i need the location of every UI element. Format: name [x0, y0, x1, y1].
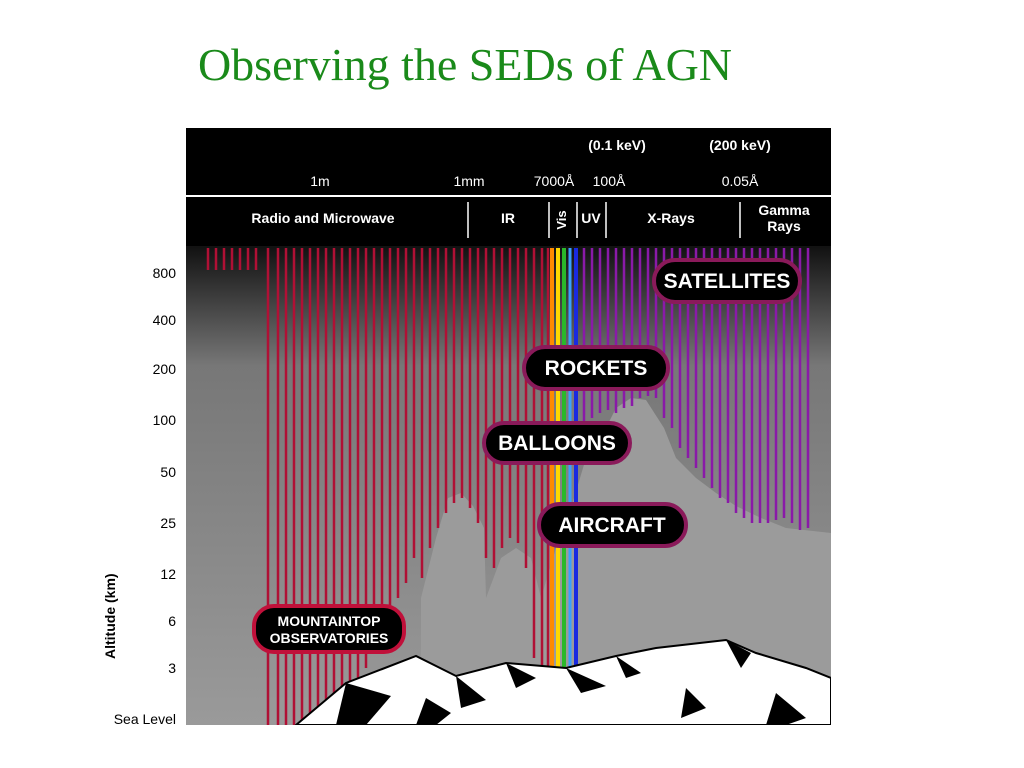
mountain-shadow	[566, 668, 606, 693]
altitude-tick-6: 6	[168, 613, 176, 629]
band-xrays: X-Rays	[647, 210, 695, 226]
balloons-label: BALLOONS	[482, 421, 632, 465]
mountain-shadow	[336, 683, 391, 725]
mountain-shadow	[506, 663, 536, 688]
altitude-tick-sea-level: Sea Level	[113, 711, 176, 727]
wavelength-1m: 1m	[310, 173, 329, 189]
band-vis: Vis	[554, 210, 569, 229]
wavelength-100a: 100Å	[593, 173, 626, 189]
band-ir: IR	[501, 210, 515, 226]
wavelength-7000a: 7000Å	[534, 173, 575, 189]
satellites-label: SATELLITES	[652, 258, 802, 304]
aircraft-label: AIRCRAFT	[537, 502, 688, 548]
rockets-label: ROCKETS	[522, 345, 670, 391]
altitude-tick-200: 200	[152, 361, 176, 377]
mountain-shadow	[726, 640, 751, 668]
mountain-shadow	[681, 688, 706, 718]
band-radio-microwave: Radio and Microwave	[251, 210, 394, 226]
altitude-tick-3: 3	[168, 660, 176, 676]
band-uv: UV	[581, 210, 601, 226]
header-band	[186, 128, 831, 246]
altitude-tick-400: 400	[152, 312, 176, 328]
wavelength-1mm: 1mm	[453, 173, 484, 189]
altitude-tick-50: 50	[160, 464, 176, 480]
mountain-shadow	[416, 698, 451, 725]
mountain-shadow	[766, 693, 806, 725]
band-gamma-line1: Gamma	[758, 202, 810, 218]
altitude-tick-25: 25	[160, 515, 176, 531]
svg-text:MOUNTAINTOP: MOUNTAINTOP	[278, 613, 381, 629]
atmospheric-window-diagram: (0.1 keV) (200 keV) 1m 1mm 7000Å 100Å 0.…	[186, 128, 831, 725]
wavelength-0.05a: 0.05Å	[722, 173, 759, 189]
svg-text:OBSERVATORIES: OBSERVATORIES	[270, 630, 389, 646]
band-gamma-line2: Rays	[767, 218, 801, 234]
altitude-tick-800: 800	[152, 265, 176, 281]
mountaintop-observatories-label: MOUNTAINTOP OBSERVATORIES	[252, 604, 406, 654]
svg-text:AIRCRAFT: AIRCRAFT	[558, 514, 665, 537]
altitude-tick-12: 12	[160, 566, 176, 582]
mountain-shadow	[456, 676, 486, 708]
slide-title: Observing the SEDs of AGN	[197, 39, 733, 90]
altitude-tick-100: 100	[152, 412, 176, 428]
mountain-shadow	[616, 656, 641, 678]
energy-label-200kev: (200 keV)	[709, 137, 770, 153]
svg-text:SATELLITES: SATELLITES	[664, 270, 791, 293]
svg-text:BALLOONS: BALLOONS	[498, 432, 616, 455]
svg-text:ROCKETS: ROCKETS	[545, 357, 648, 380]
energy-label-0.1kev: (0.1 keV)	[588, 137, 646, 153]
